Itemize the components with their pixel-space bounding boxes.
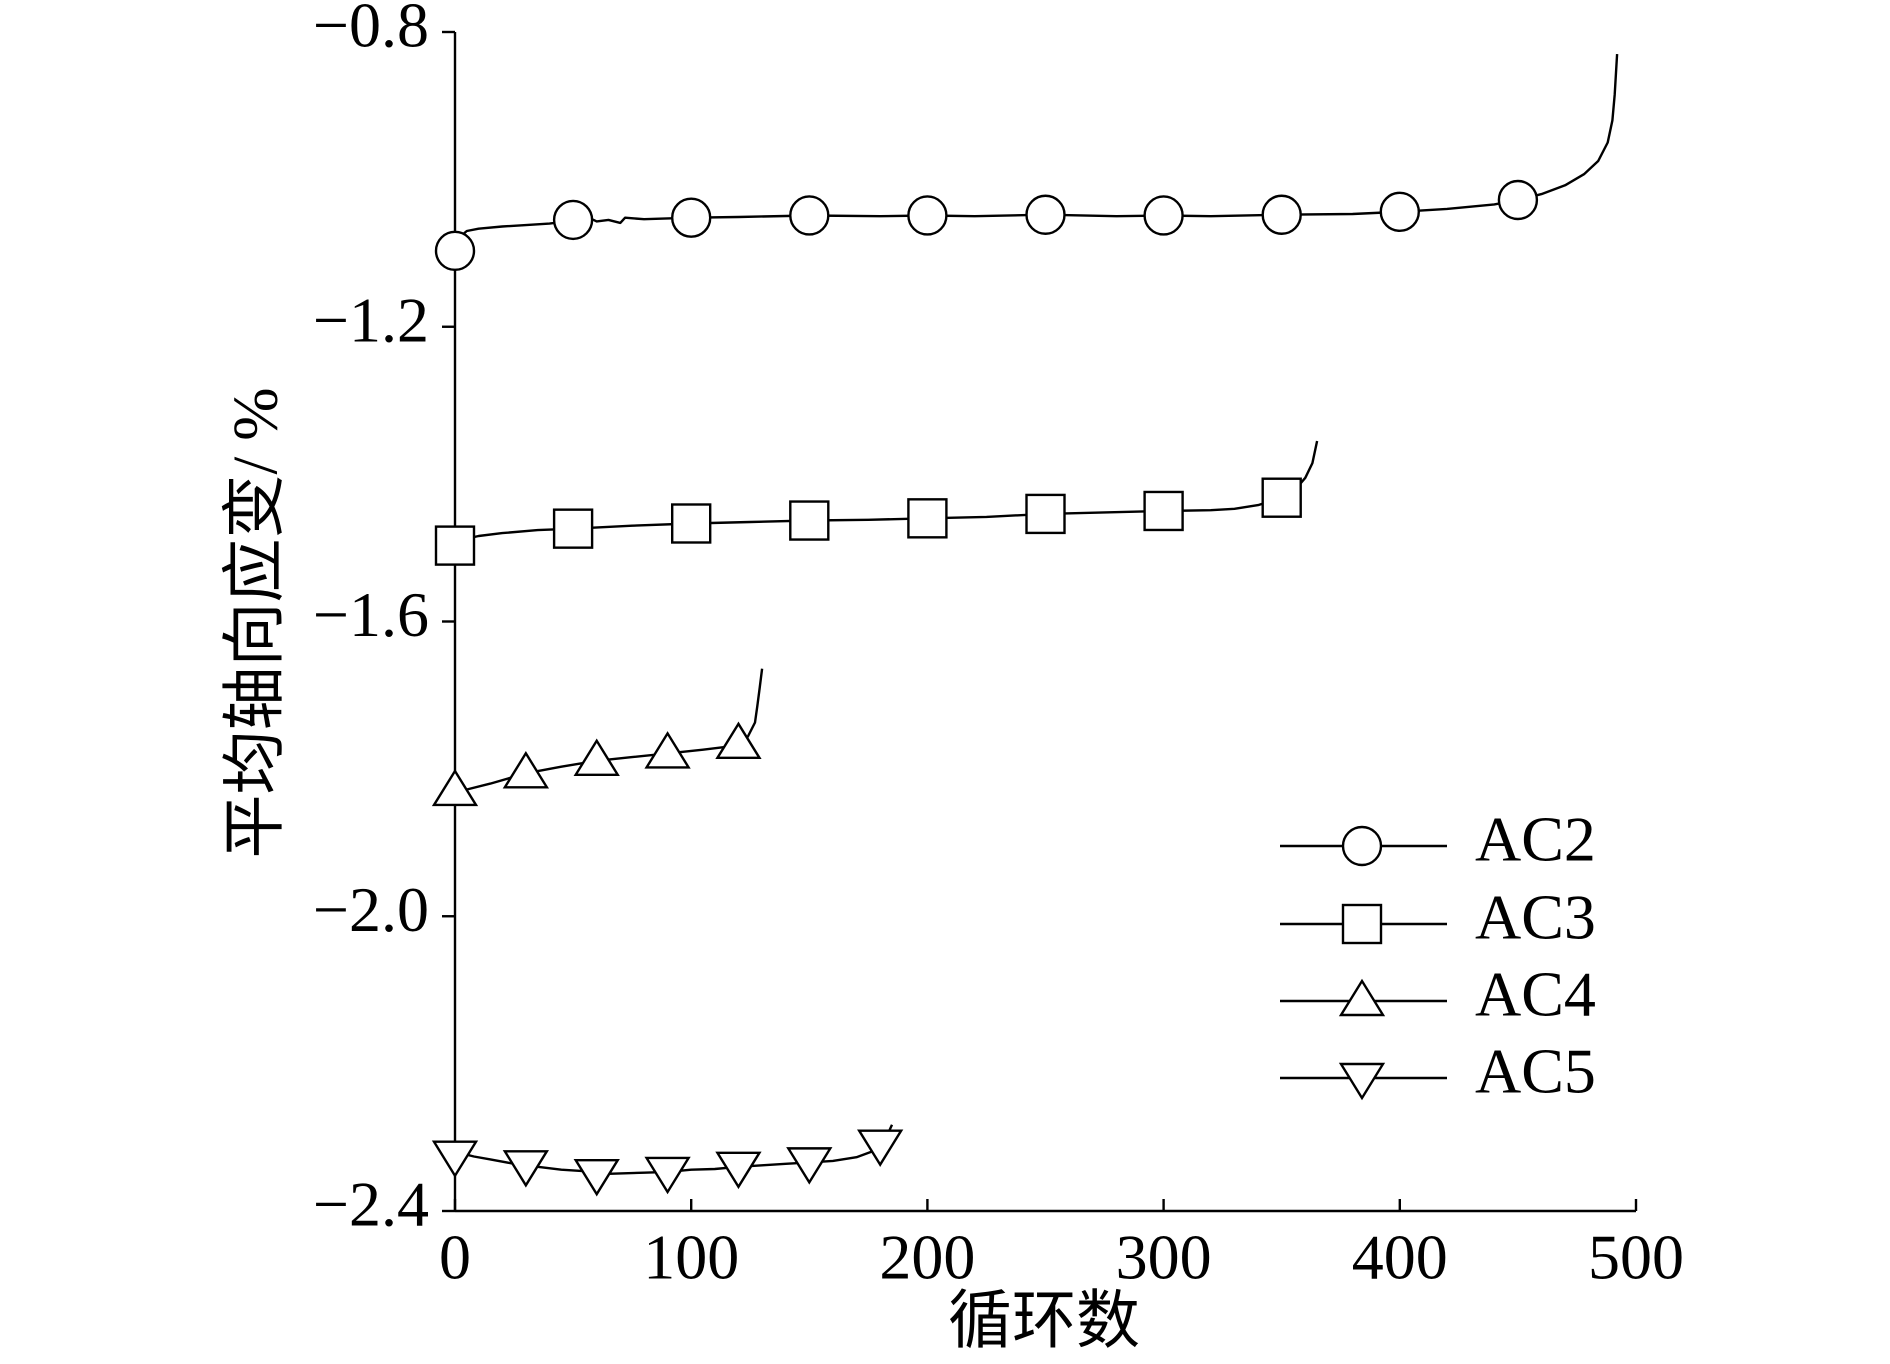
data-marker-ac3	[789, 500, 830, 541]
series-ac3	[434, 440, 1319, 566]
axis-ticks: −0.8 −1.2 −1.6 −2.0 −2.40 100 200 300 400 500	[313, 0, 1684, 1293]
data-marker-ac3	[1143, 490, 1184, 532]
x-tick-label: 400	[1352, 1222, 1448, 1293]
legend-label-ac4: AC4	[1475, 959, 1596, 1030]
x-tick-label: 200	[879, 1222, 975, 1293]
y-tick-label: −1.2	[313, 284, 429, 355]
data-marker-ac4	[502, 751, 550, 789]
data-marker-ac4	[644, 731, 691, 769]
data-marker-ac3	[552, 508, 594, 549]
legend-label-ac2: AC2	[1475, 804, 1596, 875]
data-marker-ac2	[671, 197, 712, 238]
y-tick-label: −1.6	[313, 579, 429, 650]
series-ac4	[431, 668, 764, 807]
data-marker-ac5	[857, 1129, 904, 1167]
y-tick-label: −2.4	[313, 1169, 429, 1240]
data-marker-ac2	[1379, 191, 1421, 232]
data-marker-ac3	[1025, 493, 1066, 535]
series-ac5	[431, 1124, 904, 1197]
x-tick-label: 500	[1588, 1222, 1684, 1293]
legend-marker-ac5	[1338, 1062, 1386, 1101]
series-ac2	[434, 54, 1619, 272]
data-marker-ac3	[1261, 477, 1302, 518]
data-marker-ac3	[434, 525, 476, 566]
x-axis-title: 循环数	[948, 1286, 1140, 1357]
x-tick-label: 100	[643, 1222, 739, 1293]
legend-marker-ac4	[1338, 978, 1386, 1017]
legend-label-ac5: AC5	[1475, 1036, 1596, 1107]
legend-item-ac5: AC5	[1280, 1036, 1596, 1107]
data-marker-ac2	[789, 195, 830, 236]
data-marker-ac2	[1497, 179, 1539, 221]
x-tick-label: 300	[1116, 1222, 1212, 1293]
data-marker-ac5	[502, 1150, 550, 1188]
legend-item-ac4: AC4	[1280, 959, 1596, 1030]
legend-item-ac3: AC3	[1280, 882, 1596, 953]
legend-marker-ac2	[1341, 825, 1383, 867]
data-marker-ac5	[715, 1151, 762, 1190]
data-marker-ac2	[552, 199, 594, 241]
data-marker-ac4	[573, 738, 620, 776]
legend: AC2 AC3 AC4 AC5	[1280, 804, 1596, 1107]
legend-label-ac3: AC3	[1475, 882, 1596, 953]
data-marker-ac2	[1261, 194, 1302, 235]
data-marker-ac5	[644, 1156, 691, 1195]
x-tick-label: 0	[439, 1222, 471, 1293]
series-layer	[431, 54, 1619, 1197]
y-axis-title: 平均轴向应变/ %	[220, 387, 291, 858]
legend-marker-ac3	[1341, 903, 1383, 945]
y-tick-label: −2.0	[313, 874, 429, 945]
legend-item-ac2: AC2	[1280, 804, 1596, 875]
data-marker-ac5	[431, 1140, 479, 1179]
data-marker-ac2	[907, 195, 948, 236]
data-marker-ac5	[786, 1147, 833, 1185]
y-tick-label: −0.8	[313, 0, 429, 61]
data-marker-ac4	[431, 768, 479, 807]
series-line-ac4	[454, 668, 764, 793]
data-marker-ac2	[434, 230, 476, 272]
data-marker-ac4	[715, 721, 762, 760]
data-marker-ac3	[907, 498, 948, 539]
data-marker-ac5	[573, 1158, 620, 1197]
data-marker-ac2	[1143, 195, 1184, 236]
data-marker-ac2	[1025, 194, 1066, 235]
data-marker-ac3	[671, 503, 712, 544]
